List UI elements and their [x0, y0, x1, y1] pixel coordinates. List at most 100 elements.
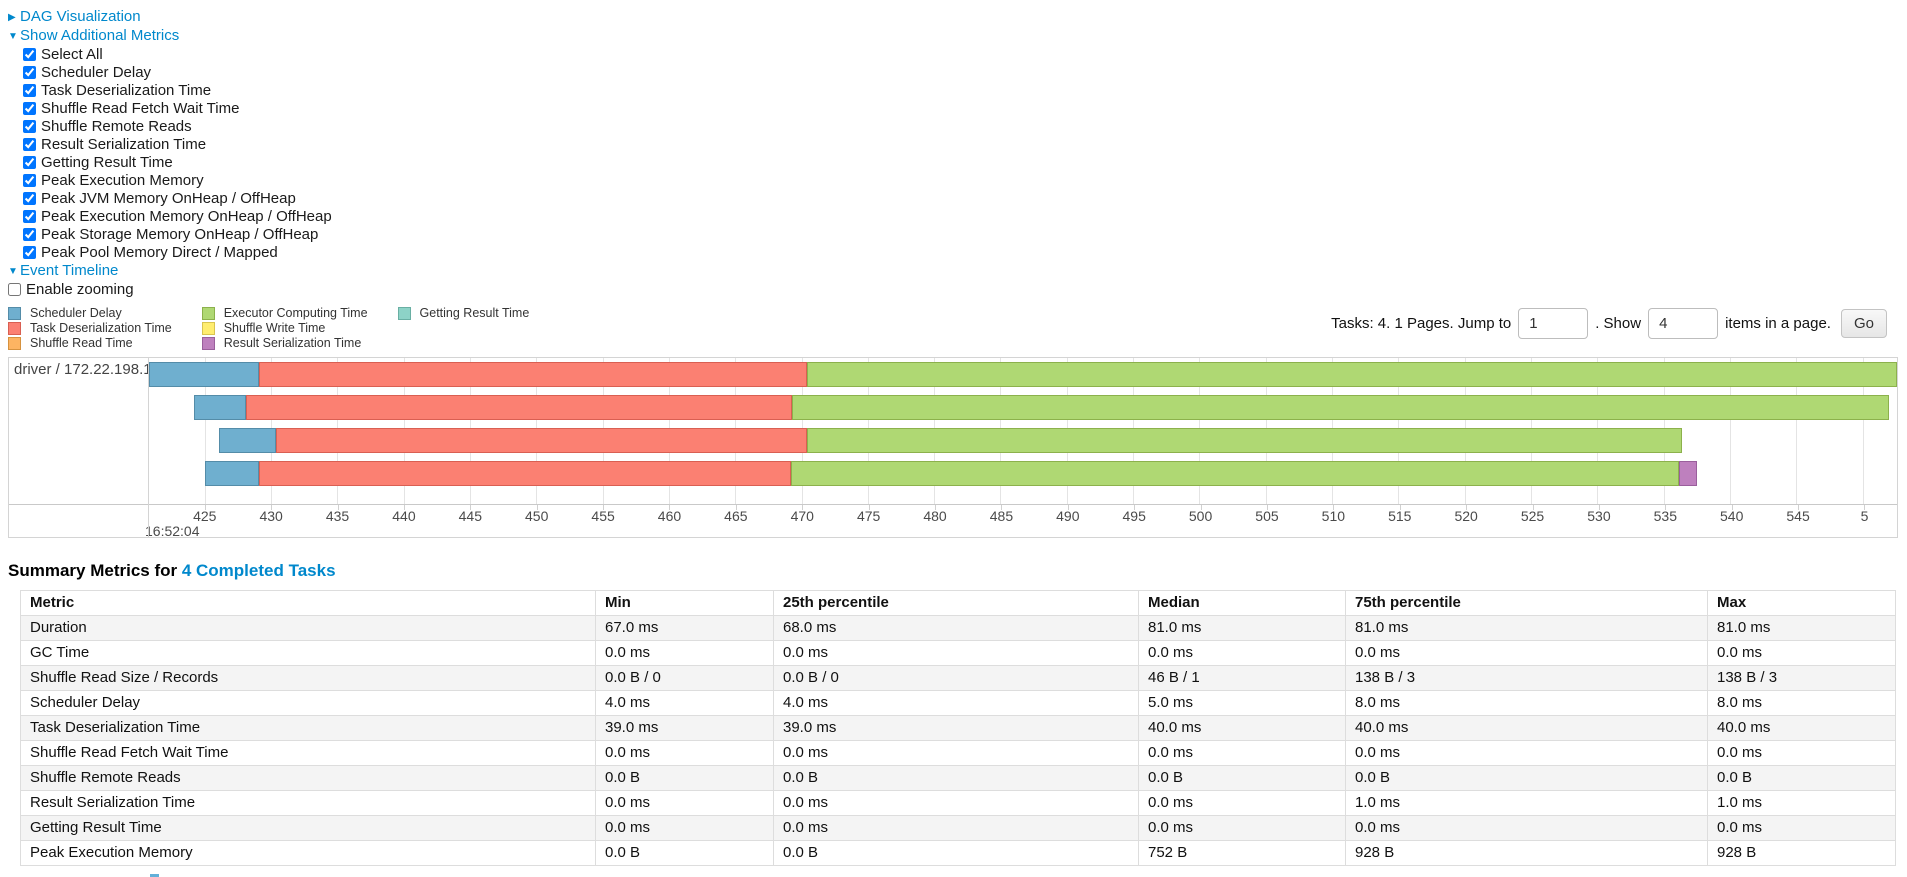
metric-checkbox[interactable]: [23, 156, 36, 169]
table-cell: 4.0 ms: [773, 690, 1139, 716]
axis-tick-label: 530: [1587, 508, 1611, 524]
table-row: GC Time 0.0 ms 0.0 ms 0.0 ms 0.0 ms 0.0 ms: [20, 640, 1896, 666]
table-row: Getting Result Time 0.0 ms 0.0 ms 0.0 ms 0.0…: [20, 815, 1896, 841]
show-additional-metrics-link[interactable]: Show Additional Metrics: [20, 27, 180, 44]
task-bar-segment-task_deserialization[interactable]: [276, 428, 807, 453]
metric-checkbox[interactable]: [23, 120, 36, 133]
table-header-cell: Median: [1138, 590, 1346, 616]
table-header-cell: Min: [595, 590, 774, 616]
legend-item: Scheduler Delay: [8, 306, 172, 320]
metric-checkbox[interactable]: [23, 228, 36, 241]
metrics-checkbox-list: Select All Scheduler Delay Task Deserializ…: [8, 46, 1899, 262]
timeline-axis: 16:52:04 425 430 435 440 445 450 455 460 465 470 4…: [9, 504, 1897, 537]
tick-mark: [669, 505, 671, 510]
metric-checkbox[interactable]: [23, 138, 36, 151]
tick-mark: [1466, 505, 1468, 510]
table-cell: Shuffle Remote Reads: [20, 765, 596, 791]
task-bar-segment-executor_computing[interactable]: [792, 395, 1890, 420]
dag-visualization-link[interactable]: DAG Visualization: [20, 8, 141, 25]
gridline: [1796, 358, 1798, 504]
axis-start-time-label: 16:52:04: [145, 523, 200, 537]
axis-tick-label: 515: [1388, 508, 1412, 524]
task-bar-segment-result_serialization[interactable]: [1679, 461, 1697, 486]
tick-mark: [1798, 505, 1800, 510]
table-row: Shuffle Remote Reads 0.0 B 0.0 B 0.0 B 0.0 B…: [20, 765, 1896, 791]
task-bar-segment-scheduler_delay[interactable]: [204, 461, 260, 486]
metric-checkbox[interactable]: [23, 66, 36, 79]
axis-tick-label: 5: [1860, 508, 1869, 524]
axis-tick-label: 480: [923, 508, 947, 524]
task-bar-segment-scheduler_delay[interactable]: [219, 428, 277, 453]
legend-item: Getting Result Time: [397, 306, 529, 320]
summary-metrics-title: Summary Metrics for 4 Completed Tasks: [8, 561, 1899, 581]
tick-mark: [935, 505, 937, 510]
metric-checkbox[interactable]: [23, 192, 36, 205]
event-timeline-link[interactable]: Event Timeline: [20, 262, 119, 279]
metric-checkbox[interactable]: [23, 102, 36, 115]
task-bar-segment-executor_computing[interactable]: [806, 428, 1683, 453]
axis-tick-label: 490: [1056, 508, 1080, 524]
table-cell: 1.0 ms: [1707, 790, 1896, 816]
legend-column: Executor Computing Time Shuffle Write Tim…: [201, 306, 368, 351]
task-bar-segment-executor_computing[interactable]: [790, 461, 1680, 486]
table-cell: 0.0 B: [1138, 765, 1346, 791]
task-bar-segment-task_deserialization[interactable]: [259, 461, 791, 486]
go-button[interactable]: Go: [1840, 309, 1887, 338]
tick-mark: [1001, 505, 1003, 510]
metric-checkbox-row: Peak Execution Memory: [23, 172, 1899, 190]
metric-checkbox[interactable]: [23, 48, 36, 61]
metric-checkbox-label: Peak Execution Memory OnHeap / OffHeap: [41, 208, 332, 225]
task-bar-segment-scheduler_delay[interactable]: [149, 362, 260, 387]
legend-column: Getting Result Time: [397, 306, 529, 351]
task-bar-segment-executor_computing[interactable]: [806, 362, 1897, 387]
shuffle_write-color-swatch: [201, 321, 215, 335]
axis-tick-label: 450: [525, 508, 549, 524]
axis-tick-label: 475: [856, 508, 881, 524]
enable-zooming-checkbox[interactable]: [8, 283, 21, 296]
pagination-summary-text: Tasks: 4. 1 Pages. Jump to: [1331, 315, 1512, 332]
tick-mark: [1864, 505, 1866, 510]
tick-mark: [1731, 505, 1733, 510]
completed-tasks-link[interactable]: 4 Completed Tasks: [181, 561, 336, 580]
timeline-legend: Scheduler Delay Task Deserialization Time…: [8, 306, 559, 351]
task-pagination: Tasks: 4. 1 Pages. Jump to . Show items …: [1331, 308, 1899, 339]
axis-tick-label: 500: [1188, 508, 1213, 524]
enable-zooming-label: Enable zooming: [26, 281, 134, 298]
tick-mark: [337, 505, 339, 510]
table-header-cell: 75th percentile: [1345, 590, 1708, 616]
task-bar-segment-scheduler_delay[interactable]: [194, 395, 246, 420]
legend-item-label: Executor Computing Time: [223, 306, 368, 320]
table-cell: 68.0 ms: [773, 615, 1139, 641]
metric-checkbox[interactable]: [23, 174, 36, 187]
expanded-arrow-icon: ▼: [8, 31, 18, 42]
jump-to-page-input[interactable]: [1518, 308, 1589, 339]
table-cell: 81.0 ms: [1138, 615, 1346, 641]
metric-checkbox-row: Task Deserialization Time: [23, 82, 1899, 100]
metric-checkbox-row: Getting Result Time: [23, 154, 1899, 172]
legend-and-pagination-row: Scheduler Delay Task Deserialization Time…: [8, 306, 1899, 351]
table-cell: 4.0 ms: [595, 690, 774, 716]
table-cell: 0.0 ms: [1138, 790, 1346, 816]
gridline: [204, 358, 206, 504]
task-bar-segment-task_deserialization[interactable]: [245, 395, 793, 420]
shuffle_read-color-swatch: [8, 336, 21, 350]
metric-checkbox-label: Task Deserialization Time: [41, 82, 212, 99]
task-bar-segment-task_deserialization[interactable]: [259, 362, 807, 387]
metric-checkbox[interactable]: [23, 246, 36, 259]
table-cell: 0.0 B / 0: [595, 665, 774, 691]
tick-mark: [1532, 505, 1534, 510]
axis-tick-label: 465: [724, 508, 748, 524]
metric-checkbox[interactable]: [23, 210, 36, 223]
metric-checkbox-row: Peak Storage Memory OnHeap / OffHeap: [23, 226, 1899, 244]
enable-zooming-row: Enable zooming: [8, 281, 1899, 299]
metric-checkbox-label: Peak Execution Memory: [41, 172, 204, 189]
legend-column: Scheduler Delay Task Deserialization Time…: [8, 306, 172, 351]
table-row: Shuffle Read Fetch Wait Time 0.0 ms 0.0 ms…: [20, 740, 1896, 766]
table-cell: 0.0 B: [1345, 765, 1708, 791]
table-row: Shuffle Read Size / Records 0.0 B / 0 0.0 …: [20, 665, 1896, 691]
table-cell: 39.0 ms: [595, 715, 774, 741]
metric-checkbox[interactable]: [23, 84, 36, 97]
items-per-page-input[interactable]: [1648, 308, 1719, 339]
axis-tick-label: 425: [193, 508, 217, 524]
table-row: Task Deserialization Time 39.0 ms 39.0 ms 4…: [20, 715, 1896, 741]
